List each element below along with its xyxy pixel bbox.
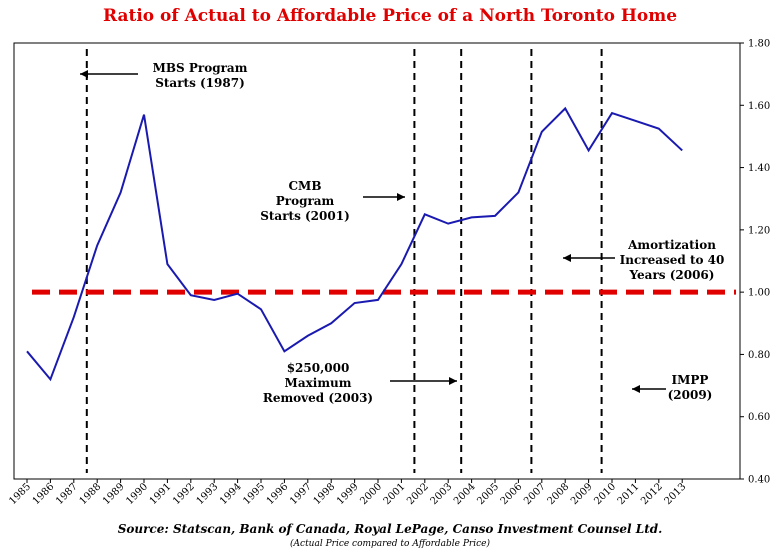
x-tick-label: 1990 bbox=[124, 481, 150, 507]
x-tick-label: 2010 bbox=[592, 481, 618, 507]
x-tick-label: 1998 bbox=[312, 481, 338, 507]
annotation-text: Maximum bbox=[285, 376, 352, 390]
annotation-arrowhead bbox=[397, 193, 405, 201]
x-tick-label: 2013 bbox=[663, 481, 689, 507]
annotation-text: MBS Program bbox=[153, 61, 248, 75]
chart-title: Ratio of Actual to Affordable Price of a… bbox=[102, 6, 678, 26]
x-tick-label: 1986 bbox=[31, 481, 57, 507]
x-tick-label: 1991 bbox=[148, 481, 174, 507]
x-tick-label: 2005 bbox=[475, 481, 501, 507]
x-tick-label: 2000 bbox=[358, 481, 384, 507]
annotation: IMPP(2009) bbox=[632, 373, 712, 402]
y-tick-label: 1.80 bbox=[748, 39, 770, 50]
annotation-arrowhead bbox=[563, 254, 571, 262]
annotation-text: IMPP bbox=[672, 373, 709, 387]
x-tick-label: 1994 bbox=[218, 481, 244, 507]
x-tick-label: 1989 bbox=[101, 481, 127, 507]
x-tick-label: 2004 bbox=[452, 481, 478, 507]
annotation-text: Amortization bbox=[627, 238, 716, 252]
x-tick-label: 1995 bbox=[241, 481, 267, 507]
x-tick-label: 2009 bbox=[569, 481, 595, 507]
annotation-text: Years (2006) bbox=[629, 268, 715, 282]
x-tick-label: 1988 bbox=[78, 481, 104, 507]
x-tick-label: 1993 bbox=[195, 481, 221, 507]
x-tick-label: 1996 bbox=[265, 481, 291, 507]
plot-frame bbox=[13, 42, 741, 480]
x-tick-label: 1997 bbox=[288, 481, 314, 507]
x-tick-label: 1987 bbox=[54, 481, 80, 507]
y-tick-label: 0.80 bbox=[748, 350, 770, 361]
source-note: Source: Statscan, Bank of Canada, Royal … bbox=[117, 522, 663, 536]
event-lines bbox=[85, 49, 603, 473]
annotation-text: Program bbox=[276, 194, 335, 208]
y-tick-label: 1.40 bbox=[748, 163, 770, 174]
y-tick-label: 1.00 bbox=[748, 288, 770, 299]
annotation-text: $250,000 bbox=[287, 361, 350, 375]
x-tick-label: 2002 bbox=[405, 481, 431, 507]
x-tick-label: 1992 bbox=[171, 481, 197, 507]
x-tick-label: 2012 bbox=[639, 481, 665, 507]
annotation-text: (2009) bbox=[668, 388, 713, 402]
annotation-arrowhead bbox=[449, 377, 457, 385]
annotation-text: Removed (2003) bbox=[263, 391, 373, 405]
series-line bbox=[26, 106, 683, 382]
y-tick-label: 0.40 bbox=[748, 475, 770, 486]
x-tick-label: 1999 bbox=[335, 481, 361, 507]
x-tick-label: 2003 bbox=[429, 481, 455, 507]
annotation-arrowhead bbox=[632, 385, 640, 393]
x-tick-label: 2006 bbox=[499, 481, 525, 507]
series-group bbox=[26, 106, 683, 382]
x-tick-label: 1985 bbox=[7, 481, 33, 507]
y-tick-label: 1.60 bbox=[748, 101, 770, 112]
x-tick-label: 2011 bbox=[616, 481, 642, 507]
annotation-text: Increased to 40 bbox=[620, 253, 725, 267]
y-tick-label: 0.60 bbox=[748, 412, 770, 423]
annotation-text: CMB bbox=[289, 179, 322, 193]
x-tick-label: 2007 bbox=[522, 481, 548, 507]
line-chart: 0.40 0.60 0.80 1.00 1.20 1.40 1.60 1.80 19851986… bbox=[7, 39, 770, 508]
annotation-arrowhead bbox=[80, 70, 88, 78]
source-subnote: (Actual Price compared to Affordable Pri… bbox=[290, 539, 490, 549]
x-tick-label: 2008 bbox=[546, 481, 572, 507]
x-tick-label: 2001 bbox=[382, 481, 408, 507]
annotation-text: Starts (1987) bbox=[155, 76, 245, 90]
annotation-text: Starts (2001) bbox=[260, 209, 350, 223]
y-tick-label: 1.20 bbox=[748, 225, 770, 236]
